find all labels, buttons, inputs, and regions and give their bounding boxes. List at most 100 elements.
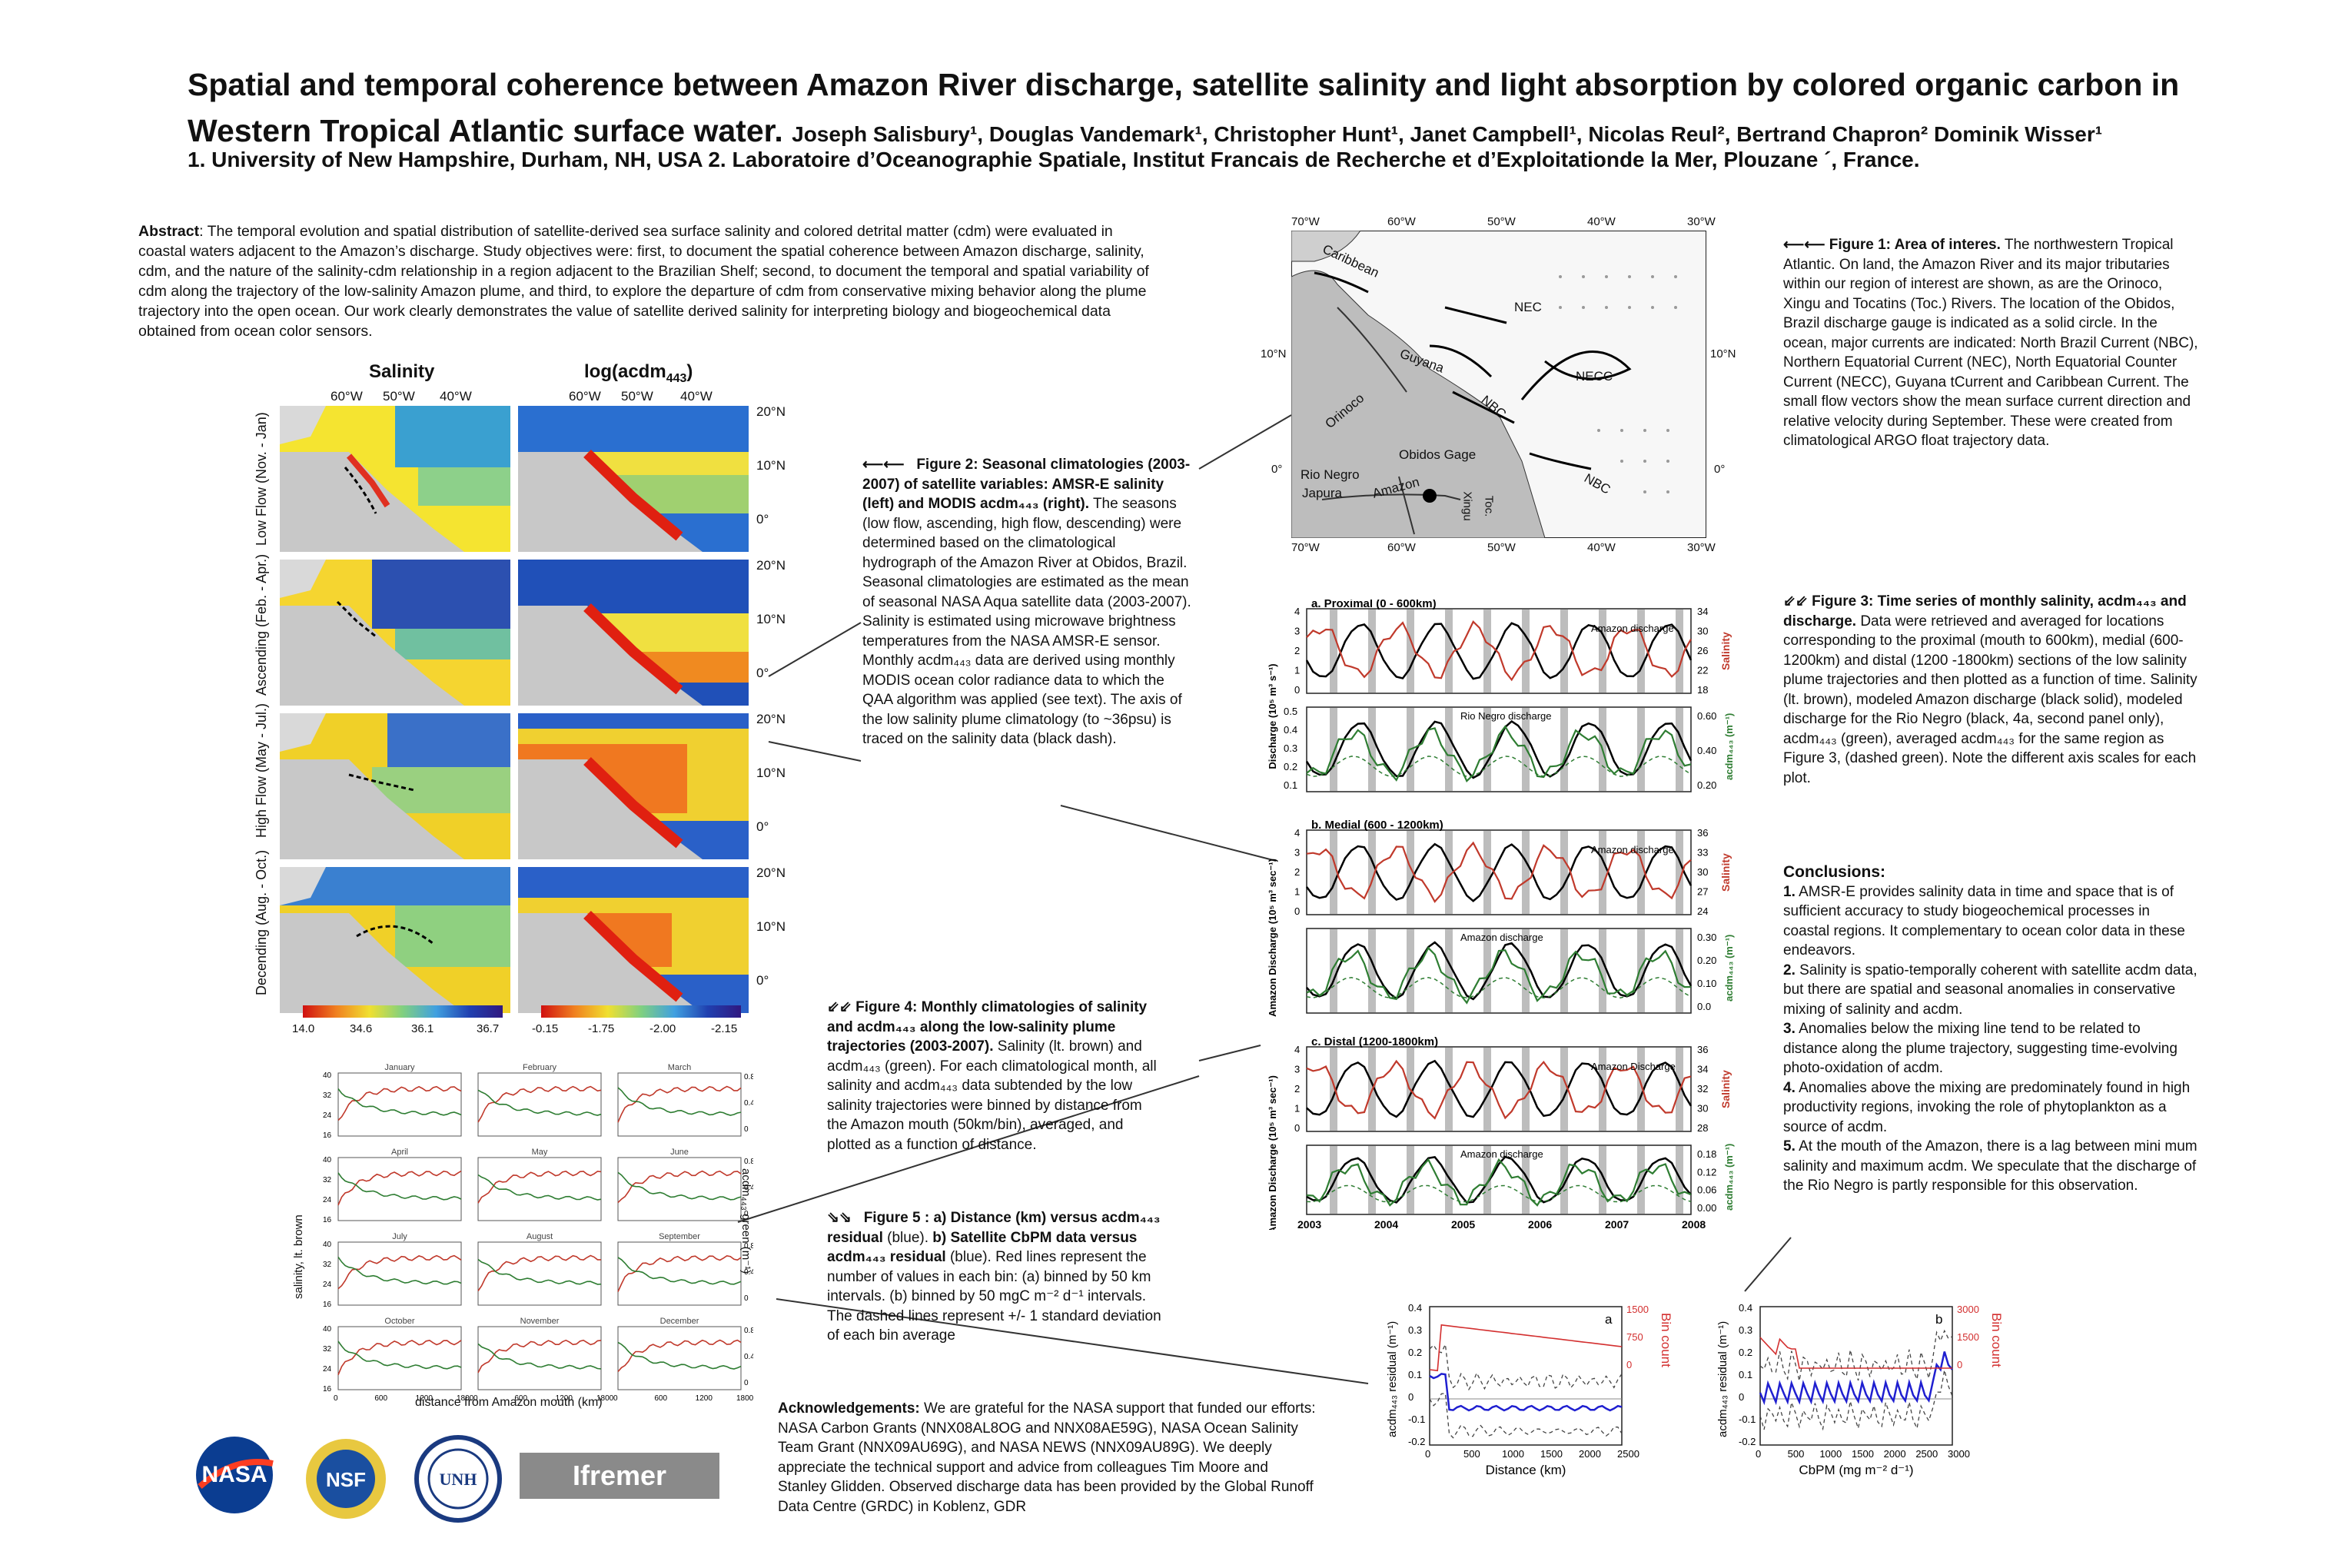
sal-scale-tick: 36.1 bbox=[411, 1022, 434, 1035]
lon-label: 50°W bbox=[621, 389, 653, 404]
fig4-x-tick: 600 bbox=[514, 1394, 527, 1403]
fig5-bin-label: Bin count bbox=[1659, 1313, 1673, 1367]
fig4-salinity-line bbox=[477, 1339, 602, 1374]
fig5-std-upper bbox=[1759, 1329, 1953, 1381]
fig3-shade-band bbox=[1445, 708, 1453, 791]
fig3-year-tick: 2005 bbox=[1451, 1218, 1475, 1230]
label-toc: Toc. bbox=[1482, 495, 1496, 517]
fig3-shade-band bbox=[1676, 708, 1683, 791]
fig4-sal-tick: 16 bbox=[323, 1385, 332, 1394]
fig3-shade-band bbox=[1637, 1146, 1645, 1214]
affiliations: 1. University of New Hampshire, Durham, … bbox=[188, 148, 1920, 171]
fig3-acdm-tick: 0.20 bbox=[1697, 779, 1716, 791]
fig5-frame bbox=[1759, 1306, 1953, 1446]
fig1-lon: 50°W bbox=[1487, 541, 1516, 554]
ifremer-logo-text: Ifremer bbox=[572, 1460, 667, 1491]
fig4-acdm-line bbox=[477, 1258, 602, 1285]
abstract-text: : The temporal evolution and spatial dis… bbox=[138, 223, 1149, 340]
fig3-sal-tick: 22 bbox=[1697, 665, 1708, 676]
fig3-salinity-line bbox=[1306, 841, 1692, 903]
fig4-acdm-line bbox=[477, 1343, 602, 1370]
fig4-acdm-tick: 0 bbox=[744, 1294, 749, 1303]
fig3-year-tick: 2007 bbox=[1605, 1218, 1629, 1230]
fig3-shade-band bbox=[1368, 708, 1376, 791]
fig3-shade-band bbox=[1483, 929, 1491, 1012]
fig4-acdm-line bbox=[617, 1341, 742, 1370]
fig3-sal-tick: 36 bbox=[1697, 1044, 1708, 1055]
fig1-lon: 30°W bbox=[1687, 541, 1716, 554]
fig4-month-label: August bbox=[527, 1232, 553, 1241]
fig4-acdm-line bbox=[477, 1089, 602, 1116]
fig5-frame bbox=[1429, 1306, 1623, 1446]
fig5-y-tick: -0.2 bbox=[1408, 1436, 1425, 1447]
conclusion-item: 2. Salinity is spatio-temporally coheren… bbox=[1783, 962, 2198, 1018]
fig3-shade-band bbox=[1445, 929, 1453, 1012]
lat-label: 20°N bbox=[756, 865, 786, 880]
fig3-dis2-tick: 0.5 bbox=[1284, 706, 1297, 717]
fig3-shade-band bbox=[1483, 831, 1491, 914]
fig3-acdm-tick: 0.18 bbox=[1697, 1148, 1716, 1160]
fig3-panel-title: b. Medial (600 - 1200km) bbox=[1311, 819, 1443, 832]
fig4-month-label: June bbox=[670, 1148, 689, 1157]
fig5b-chart: 0.40.30.20.10-0.1-0.20 500 1000 1500 2000 250… bbox=[1716, 1302, 2004, 1477]
fig3-dis2-tick: 0.3 bbox=[1284, 742, 1297, 754]
acdm-map-high-flow bbox=[518, 713, 749, 859]
acdm-map-low-flow bbox=[518, 406, 749, 552]
fig4-sal-tick: 24 bbox=[323, 1365, 332, 1374]
fig4-salinity-line bbox=[337, 1254, 462, 1290]
fig3-sal-tick: 34 bbox=[1697, 606, 1708, 617]
lon-label: 40°W bbox=[680, 389, 713, 404]
fig5-std-lower bbox=[1759, 1370, 1953, 1431]
fig3-shade-band bbox=[1676, 831, 1683, 914]
fig4-panel-frame bbox=[337, 1072, 462, 1137]
fig3-panel-title: a. Proximal (0 - 600km) bbox=[1311, 600, 1437, 610]
sal-scale-tick: 36.7 bbox=[477, 1022, 500, 1035]
fig3-shade-band bbox=[1599, 1146, 1606, 1214]
fig5-bin-tick: 3000 bbox=[1957, 1304, 1979, 1315]
fig3-shade-band bbox=[1368, 1146, 1376, 1214]
fig3-acdm-avg-line bbox=[1306, 977, 1692, 998]
fig5-y-tick: 0.3 bbox=[1739, 1324, 1752, 1336]
fig5-y-tick: 0.1 bbox=[1408, 1369, 1422, 1380]
fig3-note: Rio Negro discharge bbox=[1460, 710, 1552, 722]
fig3-dis-tick: 4 bbox=[1294, 606, 1300, 617]
fig4-month-label: October bbox=[384, 1317, 414, 1326]
fig5-ylabel: acdm₄₄₃ residual (m⁻¹) bbox=[1386, 1321, 1399, 1437]
fig5-bin-tick: 0 bbox=[1626, 1359, 1632, 1370]
fig4-acdm-tick: 0 bbox=[744, 1210, 749, 1218]
fig3-ylabel-left: Amazon Discharge (10⁵ m³ sec⁻¹) bbox=[1267, 1075, 1278, 1230]
figure-2-caption-body: The seasons (low flow, ascending, high f… bbox=[862, 496, 1191, 747]
fig4-x-tick: 1200 bbox=[556, 1394, 573, 1403]
fig4-acdm-tick: 0.8 bbox=[744, 1073, 753, 1081]
fig4-month-label: July bbox=[392, 1232, 407, 1241]
fig4-salinity-line bbox=[477, 1171, 602, 1204]
fig3-shade-band bbox=[1560, 831, 1568, 914]
figure-1: 70°W 60°W 50°W 40°W 30°W 70°W 60°W 50°W … bbox=[1261, 215, 1737, 561]
fig3-note: Amazon discharge bbox=[1460, 932, 1543, 943]
fig3-acdm-line bbox=[1306, 946, 1692, 1005]
poster-title: Spatial and temporal coherence between A… bbox=[188, 61, 2278, 158]
fig3-acdm-line bbox=[1306, 1158, 1692, 1207]
region-map bbox=[1291, 231, 1706, 538]
fig3-shade-band bbox=[1522, 1048, 1530, 1131]
conclusions-heading: Conclusions: bbox=[1783, 863, 1886, 881]
fig4-acdm-line bbox=[337, 1088, 462, 1116]
fig5-std-upper bbox=[1429, 1342, 1623, 1391]
fig3-shade-band bbox=[1522, 831, 1530, 914]
sal-scale-tick: 14.0 bbox=[292, 1022, 315, 1035]
acknowledgements: Acknowledgements: We are grateful for th… bbox=[778, 1399, 1316, 1517]
fig4-x-tick: 1800 bbox=[457, 1394, 474, 1403]
fig1-lat: 0° bbox=[1271, 463, 1283, 476]
fig4-sal-tick: 24 bbox=[323, 1281, 332, 1289]
fig4-chart: January 40 32 24 16 February March 0.8 0.4 0 April… bbox=[323, 1063, 753, 1403]
fig3-shade-band bbox=[1599, 1048, 1606, 1131]
fig4-x-tick: 600 bbox=[654, 1394, 667, 1403]
fig1-lon: 70°W bbox=[1291, 541, 1320, 554]
figure-5-caption: ⇘⇘ Figure 5 : a) Distance (km) versus ac… bbox=[827, 1208, 1165, 1346]
fig5-y-tick: 0 bbox=[1739, 1391, 1744, 1403]
fig5-bincount-line bbox=[1429, 1324, 1623, 1372]
fig3-acdm-tick: 0.10 bbox=[1697, 978, 1716, 989]
fig3-shade-band bbox=[1637, 1048, 1645, 1131]
fig4-salinity-line bbox=[617, 1254, 742, 1292]
fig3-shade-band bbox=[1483, 1048, 1491, 1131]
